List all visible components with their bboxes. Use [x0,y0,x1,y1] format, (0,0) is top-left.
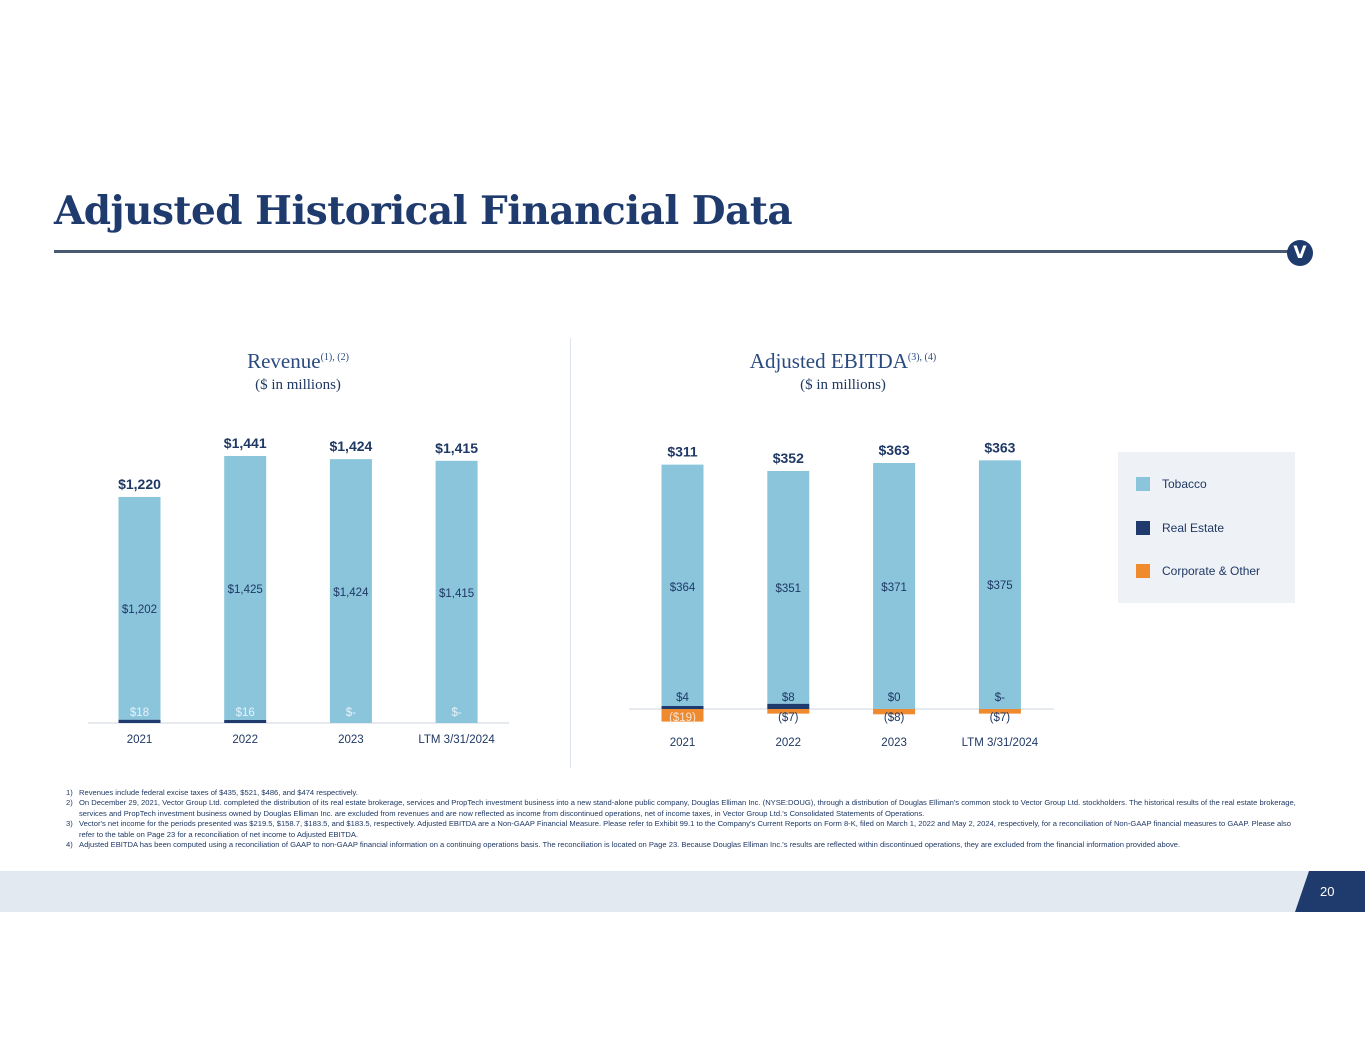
bar-tobacco-3 [978,460,1021,709]
bar-tobacco-0 [118,496,161,720]
category-label-2: 2023 [338,734,364,746]
real-estate-label-1: $8 [782,692,795,704]
footnote-number: 4) [66,840,73,850]
chart-divider [570,338,571,768]
real-estate-label-0: $4 [676,692,689,704]
bar-corporate-other-0 [661,709,704,722]
tobacco-label-1: $351 [776,583,802,595]
tobacco-label-0: $364 [670,582,696,594]
ebitda-chart-heading: Adjusted EBITDA(3), (4) ($ in millions) [718,349,968,394]
real-estate-label-1: $16 [236,707,255,719]
bar-corporate-other-2 [873,709,916,715]
legend-swatch-tobacco [1136,477,1150,491]
tobacco-label-1: $1,425 [228,584,263,596]
chart-legend: Tobacco Real Estate Corporate & Other [1118,452,1295,603]
footnote-number: 3) [66,819,73,829]
legend-label-tobacco: Tobacco [1162,477,1207,491]
footnote-3: 3) Vector's net income for the periods pr… [66,819,1306,840]
category-label-1: 2022 [232,734,258,746]
corporate-other-label-2: ($8) [884,712,905,724]
page-title: Adjusted Historical Financial Data [54,188,793,234]
tobacco-label-2: $1,424 [333,587,369,599]
title-underline [54,250,1294,253]
bar-tobacco-1 [224,455,267,720]
footnote-text: Revenues include federal excise taxes of… [79,788,358,797]
category-label-3: LTM 3/31/2024 [962,737,1039,749]
bar-corporate-other-1 [767,709,810,714]
bar-real-estate-0 [118,719,161,723]
footnote-1: 1) Revenues include federal excise taxes … [66,788,1306,798]
real-estate-label-2: $- [346,707,356,719]
real-estate-label-3: $- [995,692,1005,704]
bar-tobacco-2 [873,463,916,709]
tobacco-label-3: $375 [987,580,1013,592]
total-label-3: $1,415 [435,440,478,456]
legend-swatch-real-estate [1136,521,1150,535]
footnote-text: On December 29, 2021, Vector Group Ltd. … [79,798,1296,818]
category-label-2: 2023 [881,737,907,749]
real-estate-label-3: $- [451,707,461,719]
ebitda-chart-subtitle: ($ in millions) [800,377,886,393]
category-label-1: 2022 [776,737,802,749]
tobacco-label-3: $1,415 [439,588,474,600]
tobacco-label-0: $1,202 [122,604,157,616]
footnote-text: Adjusted EBITDA has been computed using … [79,840,1181,850]
revenue-chart-title: Revenue [247,349,321,373]
corporate-other-label-1: ($7) [778,712,799,724]
bar-real-estate-1 [224,720,267,723]
footnote-4: 4) Adjusted EBITDA has been computed usin… [66,840,1306,850]
bar-real-estate-1 [767,703,810,709]
bar-tobacco-0 [661,464,704,706]
category-label-0: 2021 [127,734,153,746]
tobacco-label-2: $371 [881,582,907,594]
bar-corporate-other-3 [978,709,1021,714]
total-label-3: $363 [984,439,1015,455]
category-label-0: 2021 [670,737,696,749]
real-estate-label-2: $0 [888,692,901,704]
revenue-chart-subtitle: ($ in millions) [255,377,341,393]
bar-tobacco-1 [767,470,810,704]
total-label-1: $352 [773,450,804,466]
ebitda-chart-footnote-ref: (3), (4) [907,352,937,363]
ebitda-chart-title: Adjusted EBITDA [749,349,908,373]
total-label-0: $1,220 [118,476,161,492]
revenue-chart-heading: Revenue(1), (2) ($ in millions) [198,349,398,394]
footnote-number: 1) [66,788,73,797]
footnote-text: Vector's net income for the periods pres… [79,819,1291,839]
total-label-0: $311 [667,444,698,460]
footnotes: 1) Revenues include federal excise taxes … [66,788,1306,850]
footnote-2: 2) On December 29, 2021, Vector Group Ltd… [66,798,1306,819]
total-label-2: $363 [879,442,910,458]
real-estate-label-0: $18 [130,707,149,719]
footnote-number: 2) [66,798,73,808]
corporate-other-label-3: ($7) [990,712,1011,724]
revenue-chart-footnote-ref: (1), (2) [320,352,349,363]
vector-logo-icon: V [1287,240,1313,266]
page-number: 20 [1320,884,1335,899]
legend-swatch-corporate-other [1136,564,1150,578]
total-label-2: $1,424 [329,438,372,454]
legend-label-corporate-other: Corporate & Other [1162,564,1261,578]
bar-real-estate-0 [661,706,704,709]
bar-tobacco-2 [329,459,372,723]
total-label-1: $1,441 [224,435,267,451]
footer-band [0,871,1365,912]
corporate-other-label-0: ($19) [669,712,696,724]
bar-tobacco-3 [435,460,478,723]
category-label-3: LTM 3/31/2024 [418,734,495,746]
legend-label-real-estate: Real Estate [1162,521,1225,535]
